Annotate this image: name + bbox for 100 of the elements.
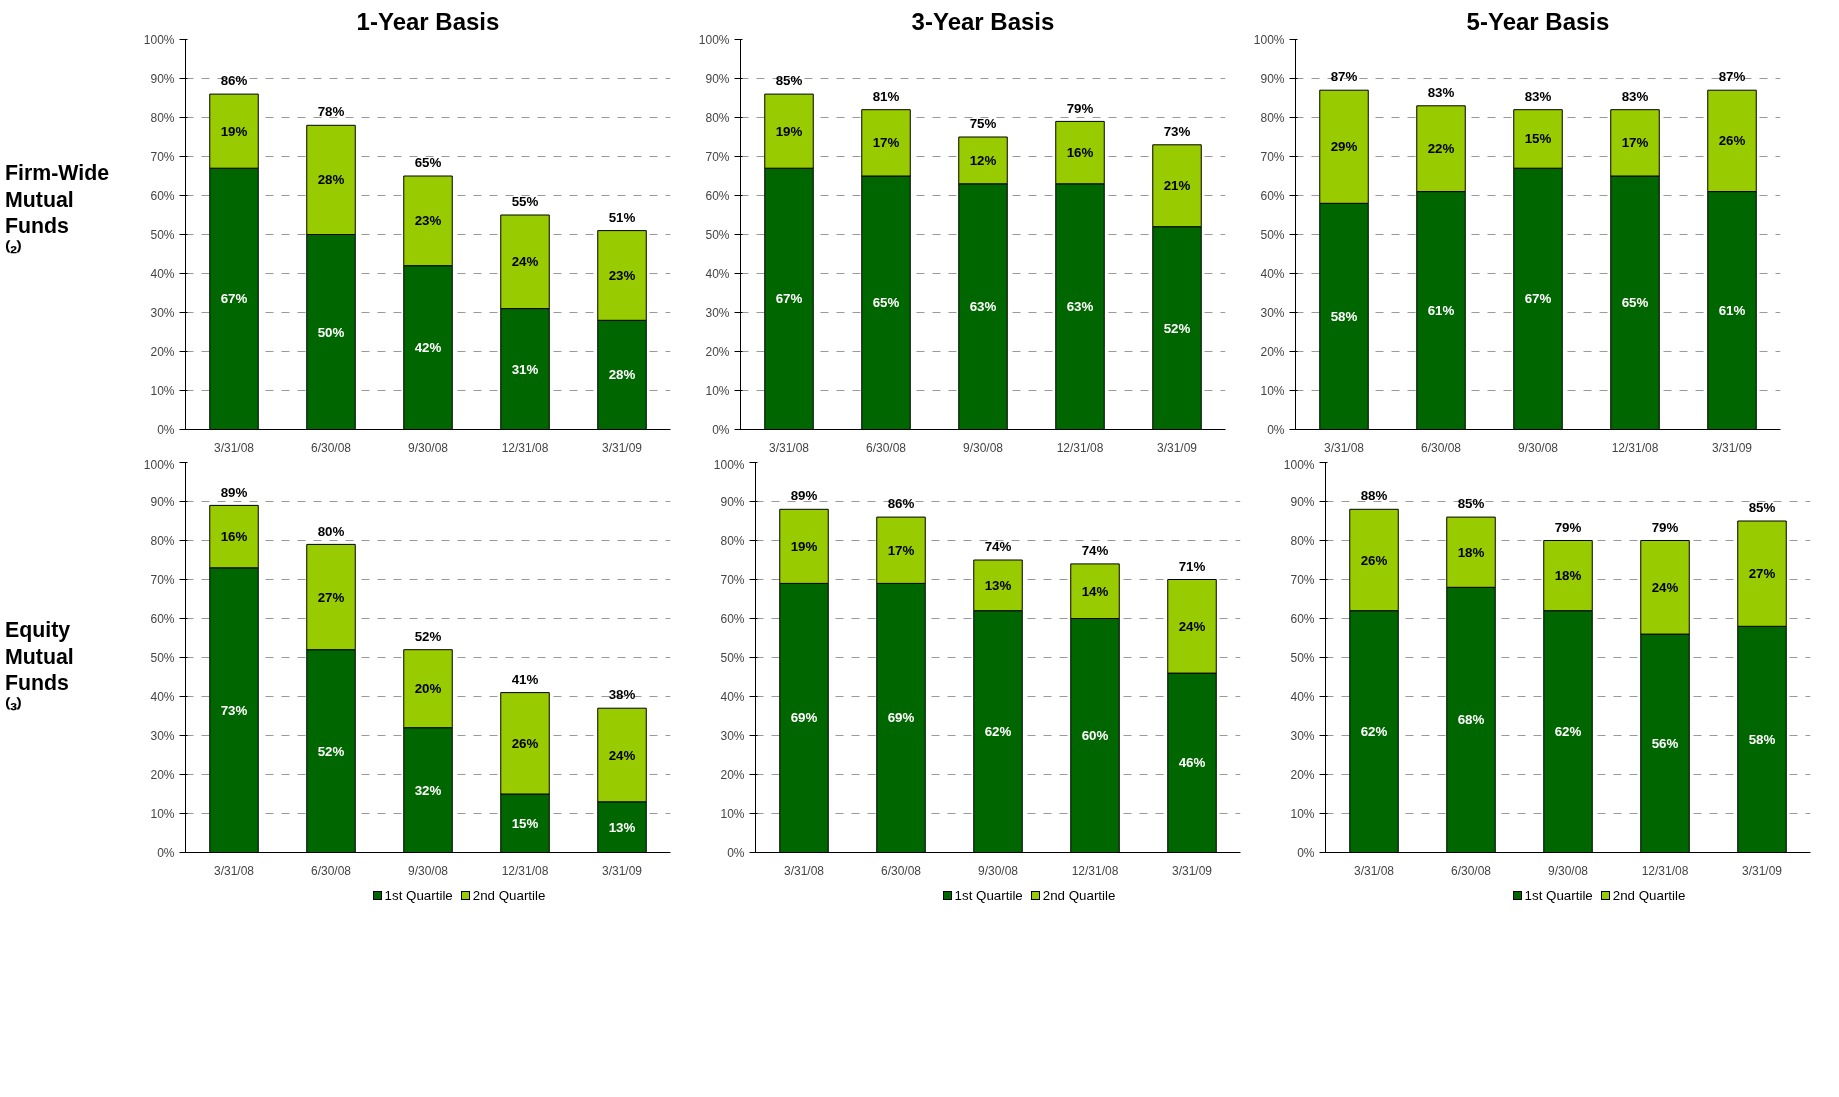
data-label: 46% xyxy=(1178,755,1206,771)
legend-label: 2nd Quartile xyxy=(1612,887,1686,903)
data-label: 13% xyxy=(984,577,1012,593)
data-label: 27% xyxy=(1748,566,1776,582)
y-tick-label: 50% xyxy=(150,227,175,242)
data-label: 62% xyxy=(984,724,1012,740)
y-tick-label: 100% xyxy=(143,32,175,47)
data-label: 52% xyxy=(1163,320,1191,336)
data-label: 16% xyxy=(1066,145,1094,161)
data-label: 67% xyxy=(220,291,248,307)
data-label: 63% xyxy=(969,299,997,315)
total-label: 79% xyxy=(1066,100,1094,116)
legend-label: 1st Quartile xyxy=(954,887,1023,903)
total-label: 75% xyxy=(969,116,997,132)
data-label: 28% xyxy=(608,367,636,383)
total-label: 65% xyxy=(414,155,442,171)
y-tick-label: 100% xyxy=(143,457,175,472)
data-label: 15% xyxy=(1524,131,1552,147)
total-label: 74% xyxy=(984,539,1012,555)
total-label: 87% xyxy=(1718,69,1746,85)
data-label: 12% xyxy=(969,152,997,168)
data-label: 19% xyxy=(790,538,818,554)
x-tick-label: 3/31/08 xyxy=(768,440,810,455)
y-tick-label: 10% xyxy=(150,383,175,398)
y-tick-label: 100% xyxy=(1253,32,1285,47)
data-label: 67% xyxy=(775,291,803,307)
total-label: 85% xyxy=(1457,496,1485,512)
total-label: 78% xyxy=(317,104,345,120)
x-tick-label: 12/31/08 xyxy=(1641,863,1689,878)
x-tick-label: 6/30/08 xyxy=(310,440,352,455)
data-label: 24% xyxy=(511,254,539,270)
data-label: 20% xyxy=(414,681,442,697)
total-label: 79% xyxy=(1651,519,1679,535)
y-tick-label: 20% xyxy=(150,767,175,782)
y-tick-label: 90% xyxy=(150,494,175,509)
legend-label: 2nd Quartile xyxy=(1042,887,1116,903)
x-tick-label: 12/31/08 xyxy=(1056,440,1104,455)
x-tick-label: 9/30/08 xyxy=(407,863,449,878)
data-label: 21% xyxy=(1163,178,1191,194)
y-tick-label: 80% xyxy=(1290,533,1315,548)
y-tick-label: 0% xyxy=(157,845,175,860)
y-tick-label: 50% xyxy=(1290,650,1315,665)
data-label: 16% xyxy=(220,529,248,545)
y-tick-label: 90% xyxy=(150,71,175,86)
x-tick-label: 6/30/08 xyxy=(1420,440,1462,455)
y-tick-label: 0% xyxy=(1267,422,1285,437)
y-tick-label: 30% xyxy=(150,728,175,743)
x-tick-label: 6/30/08 xyxy=(310,863,352,878)
x-tick-label: 3/31/09 xyxy=(601,440,643,455)
y-tick-label: 50% xyxy=(150,650,175,665)
y-tick-label: 0% xyxy=(712,422,730,437)
chart-title: 1-Year Basis xyxy=(356,7,500,35)
x-tick-label: 3/31/09 xyxy=(1741,863,1783,878)
total-label: 86% xyxy=(887,496,915,512)
y-tick-label: 40% xyxy=(705,266,730,281)
y-tick-label: 30% xyxy=(1260,305,1285,320)
x-tick-label: 12/31/08 xyxy=(1071,863,1119,878)
y-tick-label: 100% xyxy=(713,457,745,472)
data-label: 65% xyxy=(872,295,900,311)
y-tick-label: 70% xyxy=(1260,149,1285,164)
x-tick-label: 9/30/08 xyxy=(1517,440,1559,455)
y-tick-label: 20% xyxy=(150,344,175,359)
y-tick-label: 10% xyxy=(150,806,175,821)
y-tick-label: 80% xyxy=(705,110,730,125)
x-tick-label: 3/31/08 xyxy=(1323,440,1365,455)
data-label: 58% xyxy=(1330,308,1358,324)
y-tick-label: 100% xyxy=(1283,457,1315,472)
data-label: 63% xyxy=(1066,299,1094,315)
data-label: 17% xyxy=(887,542,915,558)
y-tick-label: 50% xyxy=(1260,227,1285,242)
x-tick-label: 9/30/08 xyxy=(977,863,1019,878)
y-tick-label: 30% xyxy=(705,305,730,320)
x-tick-label: 3/31/08 xyxy=(783,863,825,878)
total-label: 83% xyxy=(1524,88,1552,104)
y-tick-label: 70% xyxy=(150,149,175,164)
total-label: 83% xyxy=(1427,84,1455,100)
total-label: 81% xyxy=(872,88,900,104)
y-tick-label: 30% xyxy=(1290,728,1315,743)
legend-label: 1st Quartile xyxy=(384,887,453,903)
x-tick-label: 12/31/08 xyxy=(501,440,549,455)
y-tick-label: 80% xyxy=(150,533,175,548)
total-label: 88% xyxy=(1360,488,1388,504)
text: Firm-Wide Mutual Funds ⁽²⁾ xyxy=(5,160,110,267)
data-label: 27% xyxy=(317,589,345,605)
total-label: 89% xyxy=(790,488,818,504)
x-tick-label: 3/31/09 xyxy=(1711,440,1753,455)
data-label: 17% xyxy=(1621,135,1649,151)
y-tick-label: 60% xyxy=(705,188,730,203)
data-label: 28% xyxy=(317,172,345,188)
x-tick-label: 3/31/09 xyxy=(601,863,643,878)
total-label: 79% xyxy=(1554,519,1582,535)
x-tick-label: 6/30/08 xyxy=(880,863,922,878)
data-label: 22% xyxy=(1427,141,1455,157)
data-label: 52% xyxy=(317,743,345,759)
x-tick-label: 3/31/08 xyxy=(213,440,255,455)
y-tick-label: 20% xyxy=(705,344,730,359)
y-tick-label: 60% xyxy=(1290,611,1315,626)
data-label: 15% xyxy=(511,815,539,831)
y-tick-label: 30% xyxy=(150,305,175,320)
x-tick-label: 6/30/08 xyxy=(865,440,907,455)
